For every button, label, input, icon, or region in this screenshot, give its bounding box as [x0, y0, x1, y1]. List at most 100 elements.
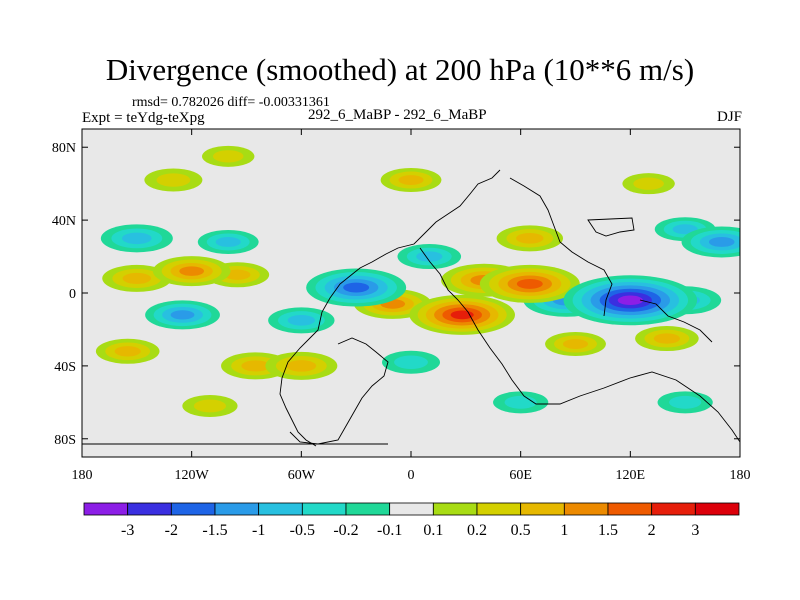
coastline-indonesia [639, 299, 713, 343]
field-feature [100, 224, 173, 253]
coastline-asia [509, 177, 613, 317]
colorbar-label: -0.2 [333, 522, 358, 539]
field-feature [197, 229, 259, 254]
field-contour-band [212, 150, 244, 163]
field-feature [657, 391, 713, 414]
colorbar-label: -0.1 [377, 522, 402, 539]
field-contour-band [193, 399, 227, 413]
field-contour-band [672, 224, 698, 235]
field-feature [496, 225, 564, 252]
field-contour-band [286, 360, 317, 372]
field-contour-band [398, 175, 424, 185]
colorbar-label: -3 [121, 522, 134, 539]
colorbar-label: 1.5 [598, 522, 618, 539]
field-contour-band [114, 346, 141, 357]
colorbar-label: 2 [648, 522, 656, 539]
colorbar-swatch [214, 502, 260, 516]
colorbar-label: -1.5 [202, 522, 227, 539]
field-contour-band [394, 355, 428, 369]
field-contour-band [450, 310, 474, 320]
x-tick-label: 0 [408, 468, 415, 483]
colorbar-label: -0.5 [290, 522, 315, 539]
x-tick-label: 180 [730, 468, 751, 483]
field-feature [493, 391, 549, 414]
field-contour-band [179, 266, 205, 276]
season-label: DJF [716, 109, 742, 125]
field-contour-band [122, 272, 152, 284]
field-feature [144, 168, 203, 192]
field-contour-band [516, 232, 544, 244]
colorbar: -3 -2 -1.5 -1 -0.5 -0.2 -0.1 0.1 0.2 0.5 1 1.5 2 3 [83, 502, 740, 539]
x-tick-label: 60W [288, 468, 316, 483]
colorbar-swatch [170, 502, 216, 516]
colorbar-swatch [563, 502, 609, 516]
field-contour-band [633, 177, 664, 190]
field-contour-band [215, 237, 241, 247]
field-contour-band [156, 173, 191, 187]
field-feature [268, 307, 335, 334]
field-feature [681, 226, 740, 258]
field-feature [306, 268, 407, 307]
coastline-americas [279, 169, 501, 447]
colorbar-swatch [345, 502, 391, 516]
experiment-label: Expt = teYdg-teXpg [82, 110, 205, 126]
y-tick-label: 40N [52, 214, 76, 229]
field-feature [382, 350, 440, 374]
y-tick-label: 0 [69, 287, 76, 302]
y-tick-label: 40S [54, 360, 76, 375]
field-contour-band [241, 360, 270, 372]
x-tick-label: 180 [72, 468, 93, 483]
colorbar-swatch [83, 502, 129, 516]
axis-ticks: 180 120W 60W 0 60E 120E 180 80N 40N 0 40S 80S [52, 129, 751, 483]
field-contour-band [224, 269, 251, 280]
coastline-south-land [289, 337, 389, 445]
field-feature [95, 338, 160, 364]
rmsd-diff-stats: rmsd= 0.782026 diff= -0.00331361 [132, 95, 330, 110]
colorbar-swatch [301, 502, 347, 516]
field-contour-band [516, 278, 543, 289]
colorbar-swatch [651, 502, 696, 516]
colorbar-label: -1 [252, 522, 265, 539]
x-tick-label: 120W [175, 468, 210, 483]
x-tick-label: 60E [509, 468, 532, 483]
chart-title: Divergence (smoothed) at 200 hPa (10**6 … [105, 52, 695, 87]
comparison-label: 292_6_MaBP - 292_6_MaBP [308, 107, 487, 123]
x-tick-label: 120E [616, 468, 646, 483]
colorbar-label: 3 [691, 522, 699, 539]
field-contour-band [416, 251, 443, 262]
field-feature [152, 256, 231, 287]
field-feature [409, 294, 515, 335]
colorbar-label: -2 [165, 522, 178, 539]
field-contour-band [562, 339, 589, 349]
field-feature [563, 275, 698, 326]
field-contour-band [653, 333, 680, 344]
field-feature [545, 332, 606, 357]
colorbar-swatch [432, 502, 478, 516]
field-feature [145, 300, 220, 330]
continent-outlines [82, 169, 740, 447]
colorbar-swatch [607, 502, 653, 516]
colorbar-label: 0.2 [467, 522, 487, 539]
field-feature [380, 168, 442, 193]
field-feature [622, 173, 675, 195]
field-feature [654, 217, 716, 242]
y-tick-label: 80N [52, 141, 76, 156]
colorbar-label: 0.1 [423, 522, 443, 539]
field-feature [265, 351, 338, 380]
coastline-africa-eurasia [419, 247, 740, 443]
colorbar-swatch [389, 502, 434, 516]
colorbar-swatch [476, 502, 522, 516]
field-contour-band [617, 295, 643, 306]
colorbar-label: 1 [560, 522, 568, 539]
field-contour-band [343, 282, 370, 293]
field-contour-band [504, 395, 537, 409]
coastline-east-asia [587, 217, 635, 237]
field-feature [182, 394, 238, 417]
colorbar-swatch [694, 502, 740, 516]
field-contour-band [170, 310, 195, 320]
field-feature [397, 244, 462, 270]
field-contour-band [669, 395, 702, 409]
field-feature [635, 326, 699, 352]
colorbar-swatch [520, 502, 565, 516]
